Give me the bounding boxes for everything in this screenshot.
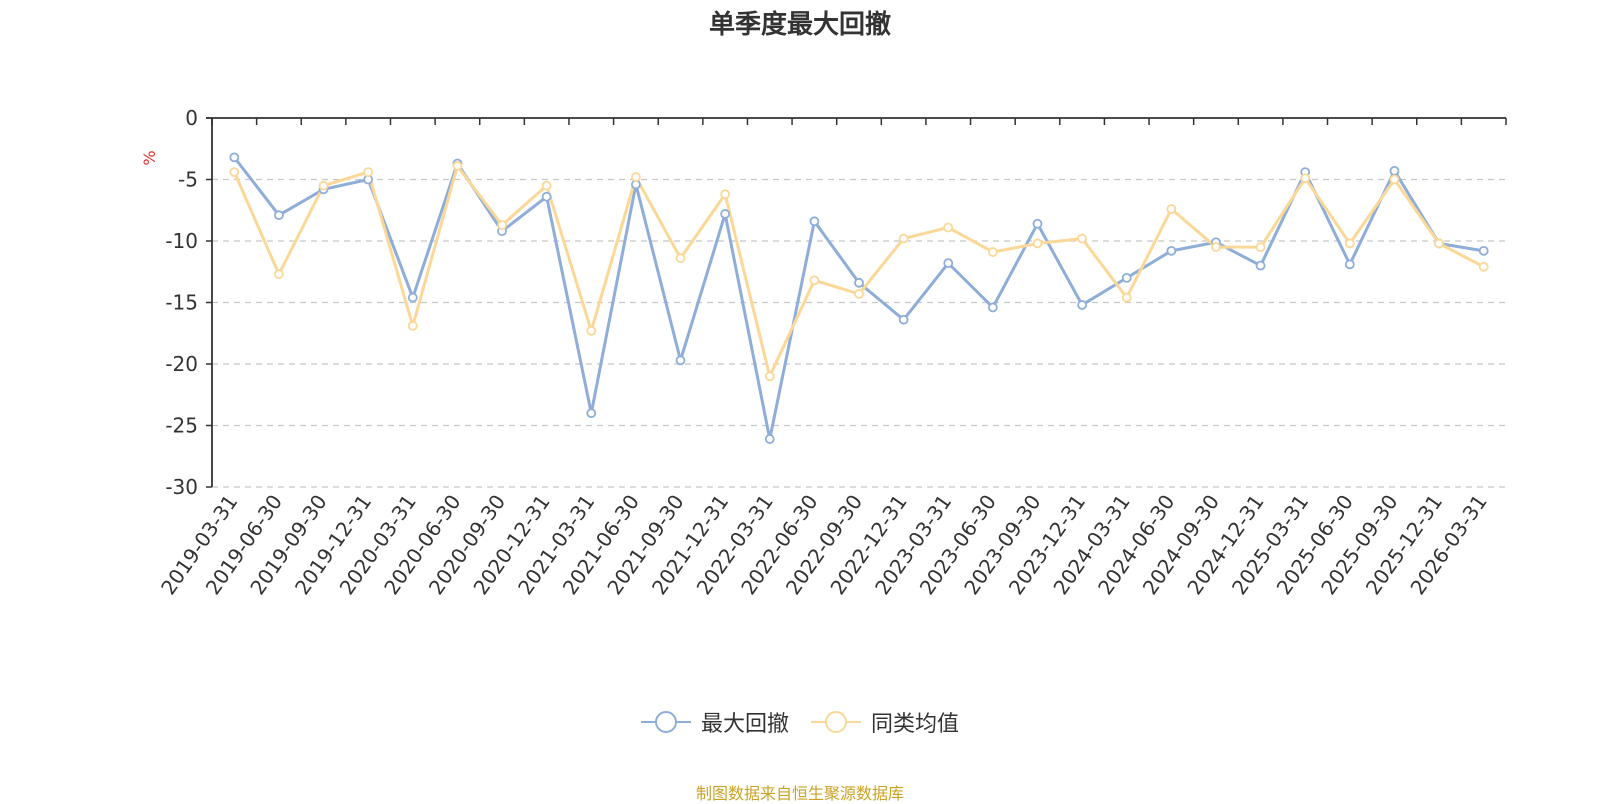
- data-point-2: [987, 247, 998, 257]
- y-axis-unit-label: %: [140, 150, 159, 165]
- data-point-2: [1389, 174, 1400, 185]
- legend: 最大回撤 同类均值: [0, 706, 1600, 738]
- data-point-2: [1255, 242, 1266, 253]
- data-point-1: [229, 152, 240, 163]
- data-point-1: [1389, 165, 1400, 176]
- data-point-2: [1344, 238, 1355, 249]
- data-point-2: [1121, 292, 1132, 303]
- data-point-2: [854, 288, 864, 299]
- data-point-2: [764, 371, 775, 382]
- y-tick-label: -10: [165, 229, 198, 253]
- legend-line-circle-icon: [811, 711, 861, 733]
- data-point-1: [407, 292, 418, 303]
- data-point-2: [720, 189, 731, 200]
- data-point-1: [854, 277, 864, 288]
- data-point-2: [943, 222, 954, 233]
- source-note: 制图数据来自恒生聚源数据库: [695, 784, 904, 803]
- y-tick-label: -15: [165, 291, 198, 315]
- data-point-2: [1434, 238, 1444, 249]
- legend-label: 最大回撤: [700, 712, 789, 737]
- data-point-1: [943, 258, 954, 269]
- data-point-1: [1032, 218, 1043, 229]
- data-point-1: [809, 216, 820, 227]
- legend-item-max-drawdown[interactable]: 最大回撤: [640, 706, 789, 738]
- data-point-2: [497, 220, 507, 230]
- data-point-2: [630, 172, 641, 182]
- data-point-1: [541, 191, 552, 202]
- data-point-2: [586, 325, 597, 336]
- data-point-1: [987, 302, 998, 313]
- series-points: [229, 152, 1489, 444]
- data-point-1: [1166, 245, 1177, 256]
- data-point-1: [898, 314, 909, 325]
- legend-line-circle-icon: [640, 711, 691, 733]
- data-point-2: [541, 180, 552, 191]
- y-tick-label: -30: [165, 475, 198, 499]
- data-point-1: [1344, 259, 1355, 270]
- y-tick-label: 0: [185, 106, 198, 130]
- data-point-2: [809, 275, 820, 286]
- data-point-2: [898, 233, 909, 244]
- data-point-2: [1478, 261, 1489, 272]
- data-point-2: [452, 161, 463, 171]
- data-point-2: [675, 253, 686, 264]
- y-tick-label: -25: [165, 414, 198, 438]
- data-point-2: [1166, 204, 1177, 214]
- y-tick-label: -20: [165, 352, 198, 376]
- data-point-1: [1478, 245, 1489, 256]
- data-point-2: [363, 167, 374, 178]
- y-tick-label: -5: [178, 168, 198, 192]
- legend-item-peer-average[interactable]: 同类均值: [811, 706, 959, 738]
- data-point-1: [1077, 300, 1088, 310]
- data-point-1: [1255, 260, 1266, 271]
- legend-label: 同类均值: [871, 712, 960, 737]
- data-point-2: [229, 167, 240, 178]
- data-point-1: [274, 210, 284, 221]
- chart-title: 单季度最大回撤: [708, 10, 891, 40]
- data-point-1: [586, 408, 597, 419]
- data-point-2: [318, 180, 329, 191]
- data-point-1: [764, 434, 775, 444]
- data-point-2: [1032, 238, 1043, 249]
- grid-lines: [212, 178, 1506, 488]
- data-point-2: [1300, 173, 1311, 184]
- data-point-1: [1121, 272, 1132, 283]
- data-point-1: [675, 355, 686, 366]
- data-point-2: [274, 269, 284, 280]
- data-point-2: [407, 320, 418, 331]
- data-point-2: [1211, 242, 1221, 253]
- data-point-2: [1077, 233, 1088, 244]
- data-point-1: [720, 209, 731, 219]
